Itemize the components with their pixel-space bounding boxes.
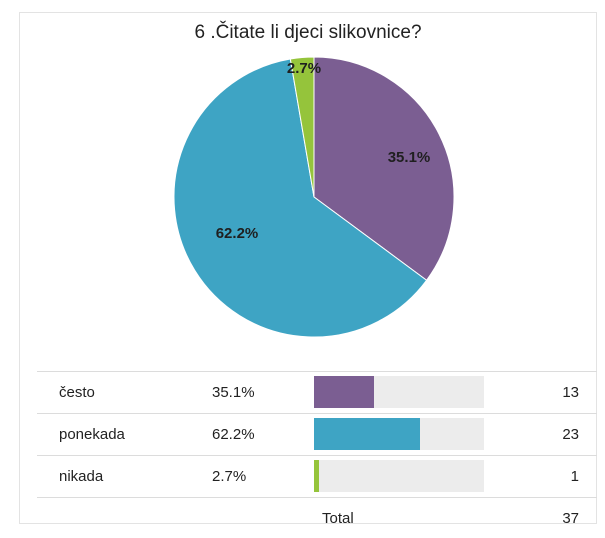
pie-slice-nikada [289,56,315,198]
bar-fill [314,418,420,450]
legend-table: često 35.1% 13 ponekada 62.2% 23 nikada … [37,371,597,536]
pie-data-label: 62.2% [216,225,259,242]
pie-slice-često [313,56,455,281]
chart-title: 6 .Čitate li djeci slikovnice? [194,22,422,43]
bar-track [314,418,484,450]
row-label: često [59,384,95,401]
total-row: Total 37 [37,498,597,536]
table-row: često 35.1% 13 [37,371,597,414]
bar-fill [314,376,374,408]
pie-slice-ponekada [173,58,428,338]
row-percent: 62.2% [212,426,255,443]
table-row: nikada 2.7% 1 [37,456,597,498]
row-count: 13 [562,384,579,401]
row-count: 1 [570,468,579,485]
pie-data-label: 2.7% [287,60,321,77]
total-label: Total [322,510,354,527]
bar-track [314,460,484,492]
pie-chart: 35.1% 62.2% 2.7% [173,56,455,338]
row-count: 23 [562,426,579,443]
total-value: 37 [562,510,579,527]
table-row: ponekada 62.2% 23 [37,414,597,456]
row-label: nikada [59,468,104,485]
pie-data-label: 35.1% [388,149,431,166]
row-label: ponekada [59,426,125,443]
row-percent: 35.1% [212,384,255,401]
bar-track [314,376,484,408]
row-percent: 2.7% [212,468,247,485]
bar-fill [314,460,319,492]
